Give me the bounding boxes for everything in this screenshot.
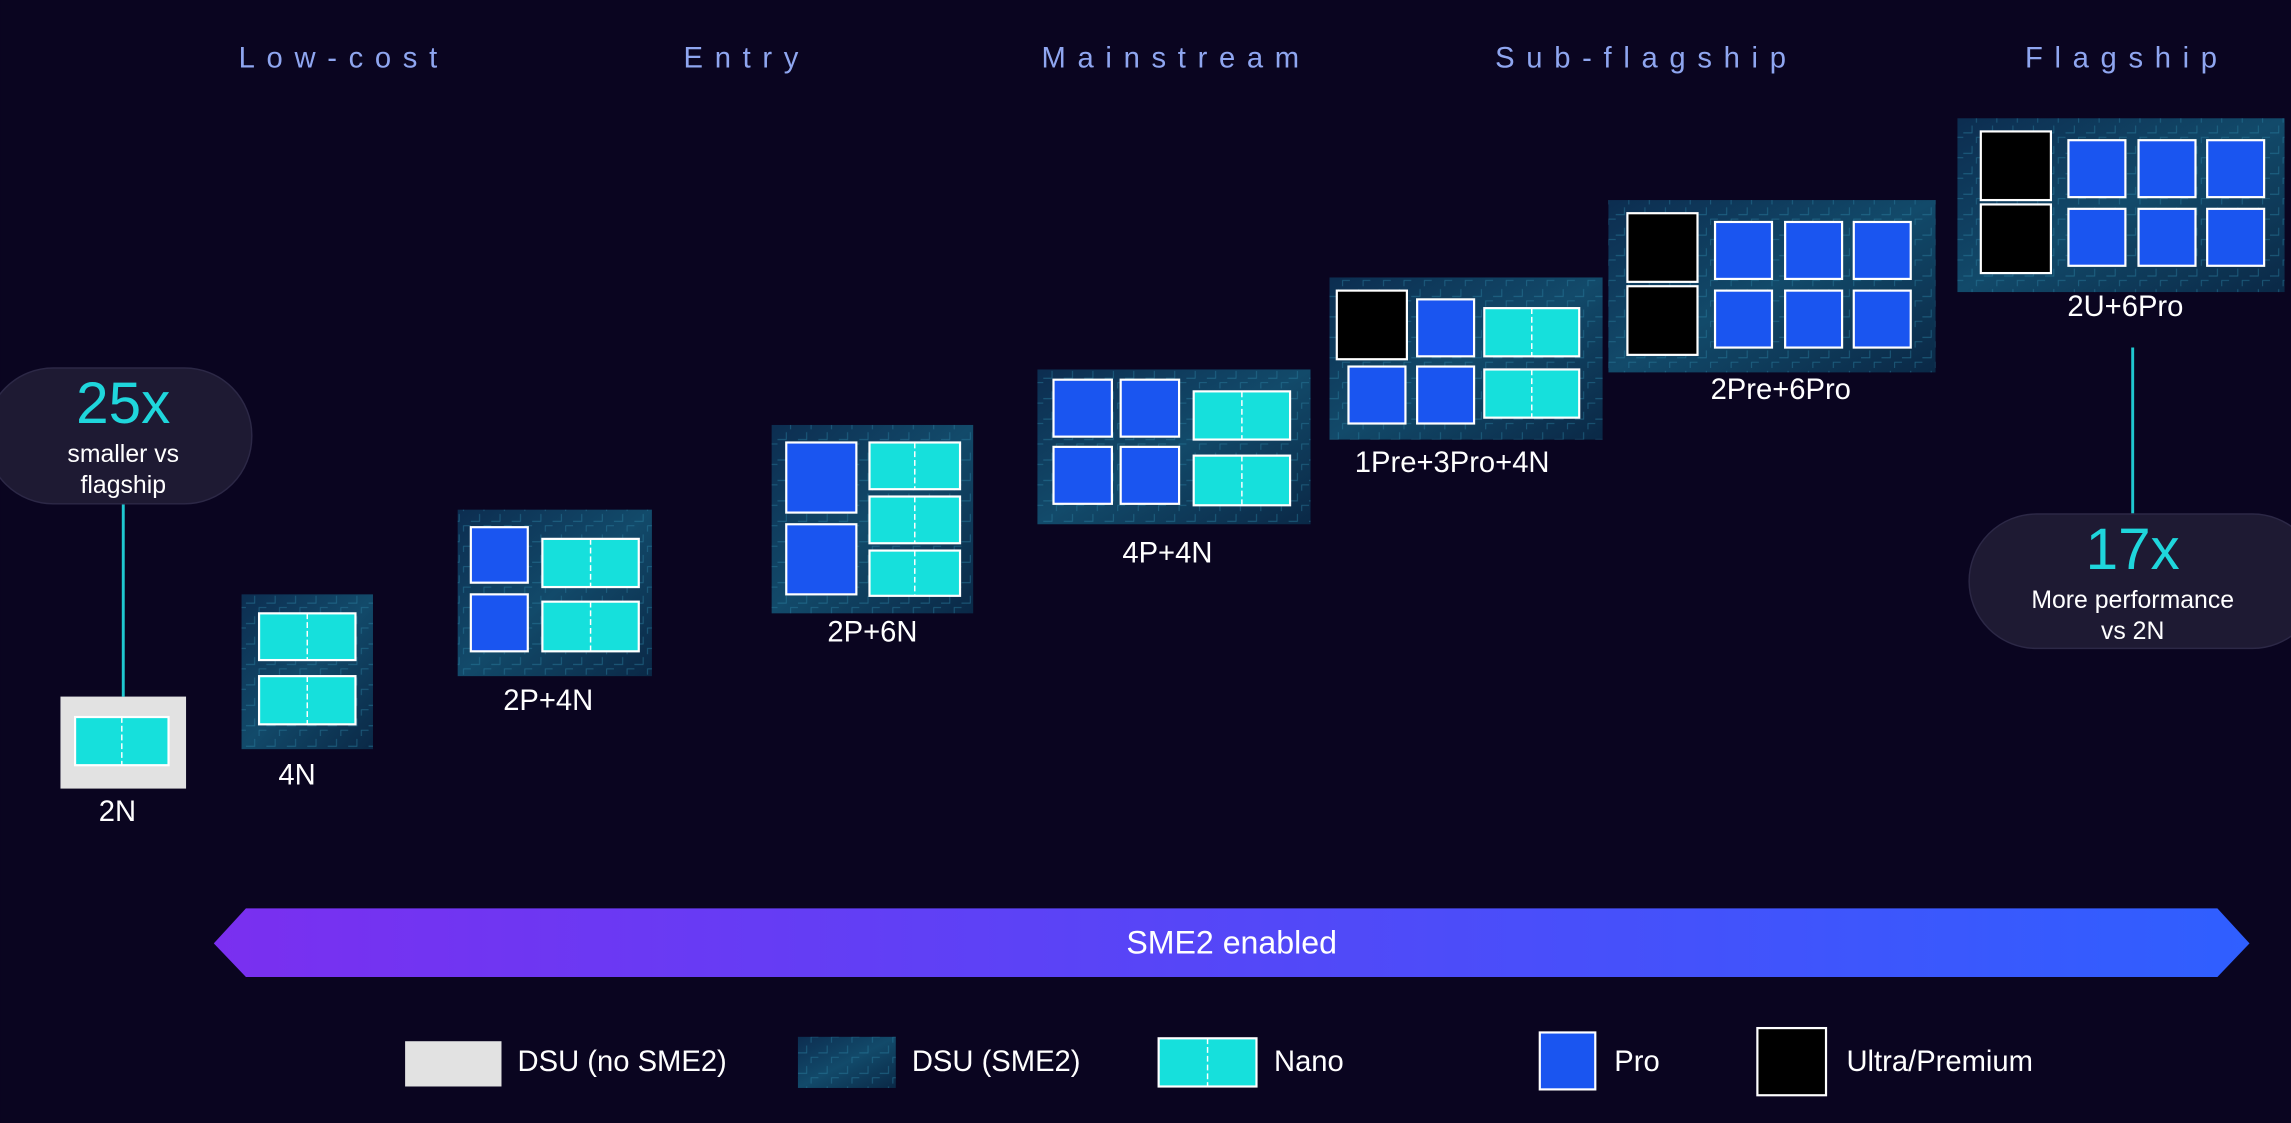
- pro-core: [1052, 445, 1114, 505]
- nano-core: [257, 675, 357, 726]
- callout-value: 25x: [76, 371, 170, 436]
- pro-core: [1416, 365, 1476, 425]
- nano-core: [541, 600, 640, 653]
- nano-core: [73, 715, 170, 767]
- pro-core: [2137, 207, 2197, 267]
- config-label: 2P+6N: [827, 617, 917, 649]
- pro-core: [1416, 298, 1476, 358]
- legend-label: DSU (no SME2): [518, 1046, 727, 1078]
- config-label: 2N: [99, 796, 136, 828]
- pro-core: [469, 593, 529, 653]
- legend-swatch: [405, 1041, 502, 1087]
- ultra-core: [1979, 203, 2053, 275]
- nano-core: [1192, 390, 1292, 441]
- tier-label: Entry: [684, 43, 811, 75]
- legend-label: DSU (SME2): [912, 1046, 1081, 1078]
- config-label: 2U+6Pro: [2067, 291, 2183, 323]
- legend-label: Pro: [1614, 1046, 1659, 1078]
- callout-text: smaller vs: [67, 441, 179, 468]
- ultra-core: [1626, 212, 1699, 283]
- pro-core: [2067, 139, 2127, 199]
- pro-core: [1713, 220, 1774, 281]
- legend-label: Ultra/Premium: [1846, 1046, 2033, 1078]
- nano-core: [1157, 1037, 1258, 1088]
- callout-bubble: [1968, 513, 2291, 650]
- nano-core: [1483, 307, 1581, 358]
- nano-core: [1192, 454, 1292, 507]
- callout-text: More performance: [2031, 587, 2234, 614]
- banner-text: SME2 enabled: [1126, 924, 1337, 960]
- pro-core: [1347, 365, 1407, 425]
- pro-core: [469, 526, 529, 584]
- nano-core: [1483, 368, 1581, 419]
- pro-core: [1852, 289, 1912, 349]
- pro-core: [1784, 289, 1844, 349]
- banner: [213, 908, 2250, 977]
- pro-core: [785, 523, 858, 596]
- ultra-core: [1756, 1026, 1828, 1097]
- callout-bubble: [0, 367, 253, 505]
- config-label: 4N: [278, 760, 315, 792]
- pro-core: [2137, 139, 2197, 199]
- pro-core: [1052, 378, 1114, 438]
- pro-core: [1538, 1031, 1597, 1091]
- ultra-core: [1979, 130, 2053, 202]
- tier-label: Sub-flagship: [1495, 43, 1797, 75]
- pro-core: [1119, 378, 1181, 438]
- pro-core: [2206, 139, 2266, 199]
- ultra-core: [1335, 289, 1408, 361]
- config-label: 1Pre+3Pro+4N: [1355, 447, 1550, 479]
- pro-core: [1852, 220, 1912, 281]
- tier-label: Flagship: [2025, 43, 2229, 75]
- callout-text: flagship: [80, 472, 166, 499]
- pro-core: [785, 441, 858, 514]
- pro-core: [2067, 207, 2127, 267]
- pro-core: [1784, 220, 1844, 281]
- dsu-texture: [797, 1036, 896, 1088]
- callout-value: 17x: [2086, 517, 2180, 582]
- config-label: 2Pre+6Pro: [1711, 374, 1851, 406]
- config-label: 4P+4N: [1122, 538, 1212, 570]
- config-label: 2P+4N: [503, 685, 593, 717]
- tier-label: Low-cost: [239, 43, 449, 75]
- pro-core: [1713, 289, 1774, 349]
- callout-text: vs 2N: [2101, 618, 2164, 645]
- legend-label: Nano: [1274, 1046, 1344, 1078]
- tier-label: Mainstream: [1042, 43, 1311, 75]
- pro-core: [1119, 445, 1181, 505]
- ultra-core: [1626, 285, 1699, 356]
- nano-core: [541, 537, 640, 589]
- pro-core: [2206, 207, 2266, 267]
